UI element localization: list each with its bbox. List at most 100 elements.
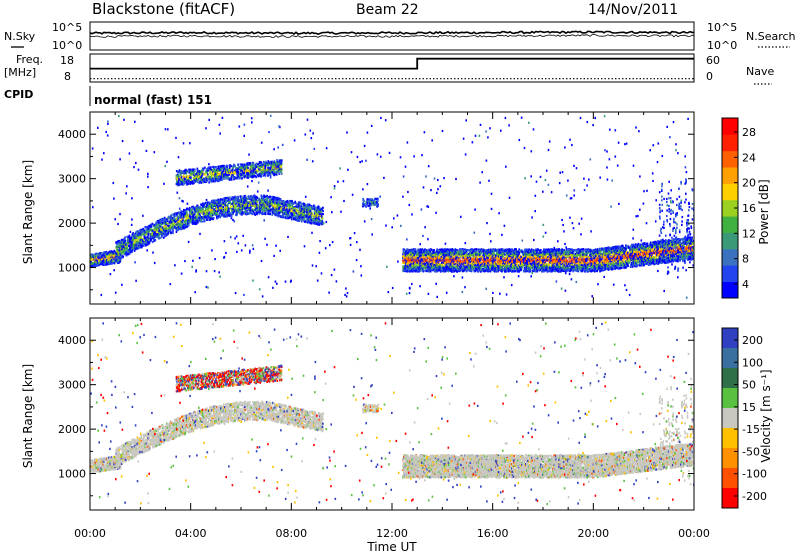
range-cell — [322, 207, 324, 209]
range-cell — [202, 220, 204, 222]
range-cell — [267, 164, 269, 166]
range-cell — [261, 212, 263, 214]
range-cell — [161, 235, 163, 237]
range-cell — [177, 178, 179, 180]
range-cell — [99, 252, 101, 254]
range-cell — [189, 209, 191, 211]
range-cell — [223, 212, 225, 214]
cpid-label: CPID — [4, 88, 33, 101]
range-cell — [180, 174, 182, 176]
range-cell — [188, 224, 190, 226]
range-cell — [174, 217, 176, 219]
range-cell — [377, 204, 379, 206]
range-cell — [265, 213, 267, 215]
range-cell — [420, 255, 422, 257]
range-cell — [250, 209, 252, 211]
range-cell — [269, 196, 271, 198]
range-cell — [309, 204, 311, 206]
range-cell — [249, 204, 251, 206]
range-cell — [170, 230, 172, 232]
range-cell — [220, 202, 222, 204]
noise-ytick-left-top: 10^5 — [52, 21, 82, 34]
range-cell — [420, 248, 422, 250]
range-cell — [204, 167, 206, 169]
noise-panel: N.Sky 10^5 10^0 10^5 10^0 N.Search — [4, 21, 796, 52]
range-cell — [128, 239, 130, 241]
power-scatter — [90, 115, 696, 299]
range-cell — [271, 203, 273, 205]
range-cell — [256, 213, 258, 215]
range-cell — [279, 173, 281, 175]
range-cell — [311, 217, 313, 219]
range-cell — [312, 212, 314, 214]
range-cell — [305, 204, 307, 206]
range-cell — [241, 177, 243, 179]
range-cell — [272, 166, 274, 168]
range-cell — [295, 201, 297, 203]
range-cell — [415, 263, 417, 265]
range-cell — [281, 170, 283, 172]
range-cell — [198, 221, 200, 223]
range-cell — [296, 203, 298, 205]
range-cell — [315, 218, 317, 220]
range-cell — [365, 205, 367, 207]
range-cell — [363, 199, 365, 201]
range-cell — [245, 210, 247, 212]
range-cell — [230, 206, 232, 208]
range-cell — [226, 174, 228, 176]
figure-title: Blackstone (fitACF) — [92, 0, 235, 18]
range-cell — [222, 206, 224, 208]
range-cell — [232, 167, 234, 169]
range-cell — [247, 204, 249, 206]
range-cell — [259, 210, 261, 212]
range-cell — [190, 176, 192, 178]
range-cell — [250, 206, 252, 208]
range-cell — [111, 263, 113, 265]
range-cell — [274, 171, 276, 173]
range-cell — [148, 228, 150, 230]
range-cell — [228, 201, 230, 203]
nsky-trace — [90, 31, 694, 34]
range-cell — [249, 212, 251, 214]
range-cell — [298, 216, 300, 218]
range-cell — [206, 219, 208, 221]
range-cell — [221, 172, 223, 174]
range-cell — [320, 220, 322, 222]
range-cell — [103, 252, 105, 254]
range-cell — [216, 216, 218, 218]
range-cell — [231, 165, 233, 167]
range-cell — [276, 159, 278, 161]
range-cell — [319, 222, 321, 224]
range-cell — [304, 204, 306, 206]
range-cell — [190, 179, 192, 181]
range-cell — [322, 220, 324, 222]
range-cell — [254, 168, 256, 170]
range-cell — [178, 174, 180, 176]
range-cell — [228, 208, 230, 210]
range-cell — [322, 213, 324, 215]
range-cell — [222, 209, 224, 211]
range-cell — [250, 201, 252, 203]
range-cell — [301, 206, 303, 208]
range-cell — [186, 211, 188, 213]
range-cell — [213, 217, 215, 219]
range-cell — [232, 176, 234, 178]
range-cell — [256, 197, 258, 199]
range-cell — [322, 210, 324, 212]
range-cell — [143, 233, 145, 235]
range-cell — [253, 173, 255, 175]
range-cell — [280, 166, 282, 168]
range-cell — [156, 231, 158, 233]
range-cell — [281, 173, 283, 175]
range-cell — [118, 251, 120, 253]
range-cell — [181, 215, 183, 217]
range-cell — [301, 203, 303, 205]
range-cell — [281, 159, 283, 161]
range-cell — [278, 200, 280, 202]
range-cell — [104, 258, 106, 260]
range-cell — [233, 211, 235, 213]
range-cell — [171, 214, 173, 216]
range-cell — [117, 249, 119, 251]
nsky-label: N.Sky — [4, 30, 36, 43]
